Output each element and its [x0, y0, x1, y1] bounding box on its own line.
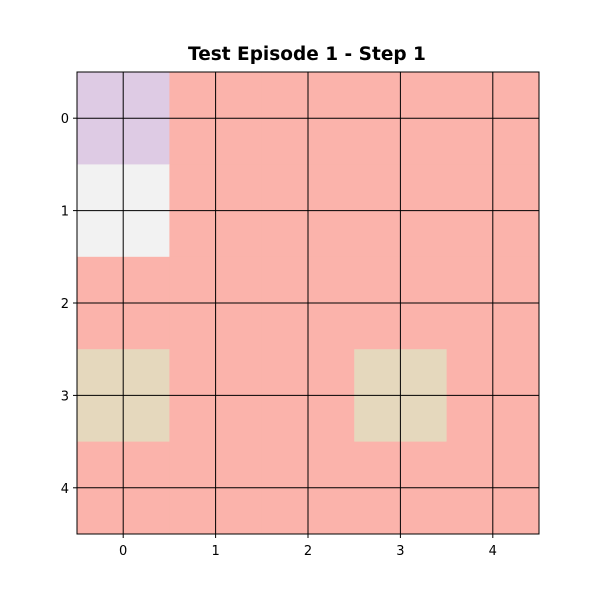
y-tick-label: 0 — [61, 112, 69, 127]
x-tick-label: 1 — [211, 544, 219, 559]
x-tick-label: 0 — [119, 544, 127, 559]
y-tick-label: 2 — [61, 297, 69, 312]
y-tick-label: 3 — [61, 389, 69, 404]
x-tick-label: 2 — [304, 544, 312, 559]
x-tick-label: 3 — [396, 544, 404, 559]
y-tick-label: 4 — [61, 482, 69, 497]
grid-lines — [77, 72, 539, 534]
y-axis-ticks: 0 1 2 3 4 — [61, 112, 77, 497]
y-tick-label: 1 — [61, 205, 69, 220]
x-axis-ticks: 0 1 2 3 4 — [119, 534, 497, 559]
x-tick-label: 4 — [489, 544, 497, 559]
board-title: Test Episode 1 - Step 1 — [188, 44, 426, 65]
